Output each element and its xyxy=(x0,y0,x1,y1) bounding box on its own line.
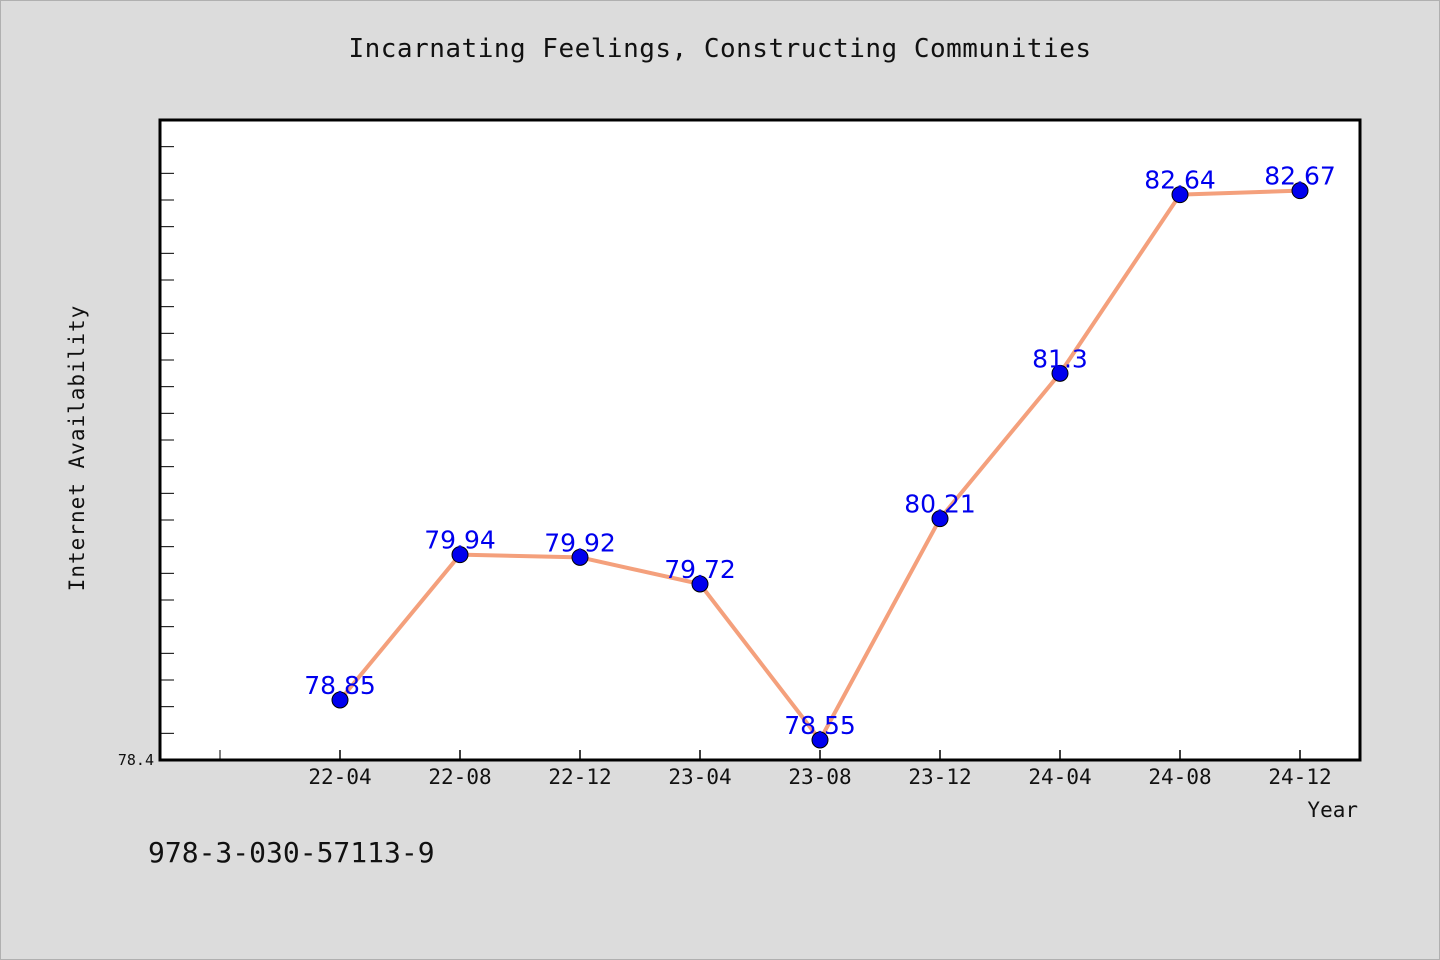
data-label: 78.55 xyxy=(784,711,856,740)
x-tick-label: 24-04 xyxy=(1028,765,1091,789)
y-tick-label: 78.4 xyxy=(118,751,154,769)
data-label: 79.94 xyxy=(424,526,496,555)
x-tick-label: 23-04 xyxy=(668,765,731,789)
series-line-segment xyxy=(1178,188,1302,197)
x-tick-label: 23-12 xyxy=(908,765,971,789)
data-point xyxy=(811,731,829,749)
isbn-text: 978-3-030-57113-9 xyxy=(148,836,435,869)
x-tick-label: 22-12 xyxy=(548,765,611,789)
data-label: 81.3 xyxy=(1032,344,1088,373)
y-axis-ticks: 78.4 xyxy=(118,119,174,769)
data-point xyxy=(691,575,709,593)
series-line-segment xyxy=(938,371,1062,521)
x-axis-label: Year xyxy=(1307,798,1358,822)
x-tick-label: 23-08 xyxy=(788,765,851,789)
data-label: 78.85 xyxy=(304,671,376,700)
data-point xyxy=(931,510,949,528)
data-point xyxy=(1291,182,1309,200)
x-tick-label: 24-08 xyxy=(1148,765,1211,789)
x-tick-label: 24-12 xyxy=(1268,765,1331,789)
data-label: 80.21 xyxy=(904,490,976,519)
series-line-segment xyxy=(698,582,822,742)
series-lines xyxy=(338,188,1302,742)
series-points xyxy=(331,182,1309,749)
series-line-segment xyxy=(1058,192,1182,376)
x-tick-label: 22-04 xyxy=(308,765,371,789)
data-point xyxy=(571,548,589,566)
data-label: 82.67 xyxy=(1264,162,1336,191)
x-tick-label: 22-08 xyxy=(428,765,491,789)
series-line-segment xyxy=(458,552,582,560)
series-line-segment xyxy=(338,552,462,702)
data-label: 79.72 xyxy=(664,555,736,584)
data-label: 79.92 xyxy=(544,528,616,557)
data-label: 82.64 xyxy=(1144,166,1216,195)
data-point xyxy=(1051,364,1069,382)
series-line-segment xyxy=(818,516,942,742)
data-labels: 78.85 79.94 79.92 79.72 78.55 80.21 81.3 82.64 8… xyxy=(304,162,1336,740)
data-point xyxy=(451,546,469,564)
data-point xyxy=(1171,186,1189,204)
chart-title: Incarnating Feelings, Constructing Commu… xyxy=(348,34,1092,64)
data-point xyxy=(331,691,349,709)
series-line-segment xyxy=(578,555,702,586)
x-axis-ticks: 22-04 22-08 22-12 23-04 23-08 23-12 24-04 24-08… xyxy=(219,750,1332,789)
